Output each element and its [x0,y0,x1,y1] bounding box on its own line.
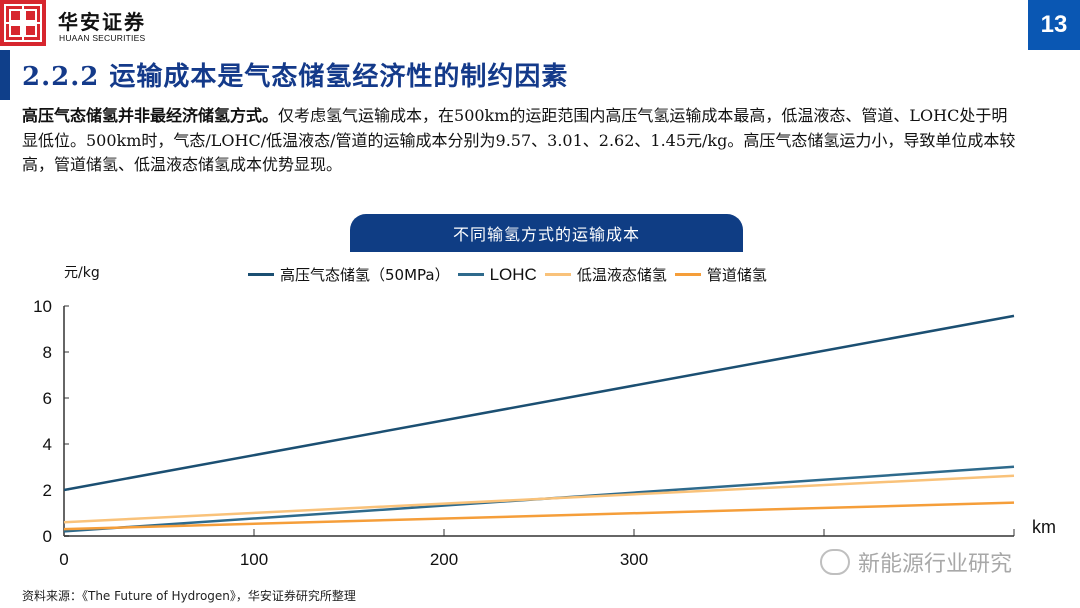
legend-label: 低温液态储氢 [576,266,667,284]
y-tick-label: 0 [43,527,52,546]
legend-item: LOHC [457,264,537,285]
logo-text-en: HUAAN SECURITIES [59,33,146,43]
legend-item: 低温液态储氢 [544,264,667,285]
y-tick-label: 4 [43,435,52,454]
legend-label: 高压气态储氢（50MPa） [280,266,450,284]
series-line [63,474,1015,524]
legend-item: 高压气态储氢（50MPa） [248,264,450,285]
legend-swatch [544,273,571,276]
page-number: 13 [1028,0,1080,50]
legend-label: 管道储氢 [706,266,767,284]
body-lead: 高压气态储氢并非最经济储氢方式。 [22,106,279,125]
y-tick-label: 8 [43,343,52,362]
legend-swatch [248,273,274,276]
source-note: 资料来源：《The Future of Hydrogen》，华安证券研究所整理 [22,589,356,603]
section-title: 2.2.2 运输成本是气态储氢经济性的制约因素 [22,62,569,92]
legend-swatch [674,273,701,276]
body-paragraph: 高压气态储氢并非最经济储氢方式。仅考虑氢气运输成本，在500km的运距范围内高压… [22,104,1022,178]
x-tick-label: 300 [620,550,648,569]
y-tick-label: 10 [33,297,52,316]
legend-label: LOHC [489,264,537,284]
y-tick-label: 2 [43,481,52,500]
x-tick-label: 100 [240,550,268,569]
watermark-text: 新能源行业研究 [858,552,1013,577]
legend-swatch [457,273,484,276]
y-tick-label: 6 [43,389,52,408]
watermark: 新能源行业研究 [820,546,1012,578]
body-text: 仅考虑氢气运输成本，在500km的运距范围内高压气氢运输成本最高，低温液态、管道… [22,106,1016,174]
x-tick-label: 0 [59,550,68,569]
logo-icon [0,0,46,46]
series-line [63,501,1015,531]
chart-legend: 高压气态储氢（50MPa） LOHC 低温液态储氢 管道储氢 [248,264,775,285]
legend-item: 管道储氢 [674,264,767,285]
chart-title: 不同输氢方式的运输成本 [350,214,743,252]
wechat-icon [820,549,850,575]
x-axis-label: km [1032,517,1056,537]
series-line [63,465,1015,533]
x-tick-label: 200 [430,550,458,569]
series-line [63,314,1015,492]
y-axis-unit: 元/kg [64,265,100,281]
logo-text-cn: 华安证券 [58,10,146,34]
title-accent-bar [0,50,10,100]
